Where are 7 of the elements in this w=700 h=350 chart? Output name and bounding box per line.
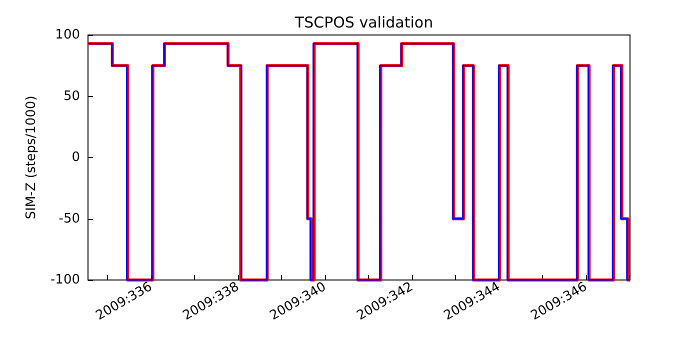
y-tick-label: 0 <box>72 150 80 165</box>
y-tick-label: -100 <box>50 272 80 288</box>
y-axis-title: SIM-Z (steps/1000) <box>24 96 39 220</box>
y-tick-label: -50 <box>58 211 80 226</box>
y-tick-label: 100 <box>55 28 80 42</box>
y-tick-label: 50 <box>63 88 80 104</box>
chart-title: TSCPOS validation <box>294 14 434 32</box>
